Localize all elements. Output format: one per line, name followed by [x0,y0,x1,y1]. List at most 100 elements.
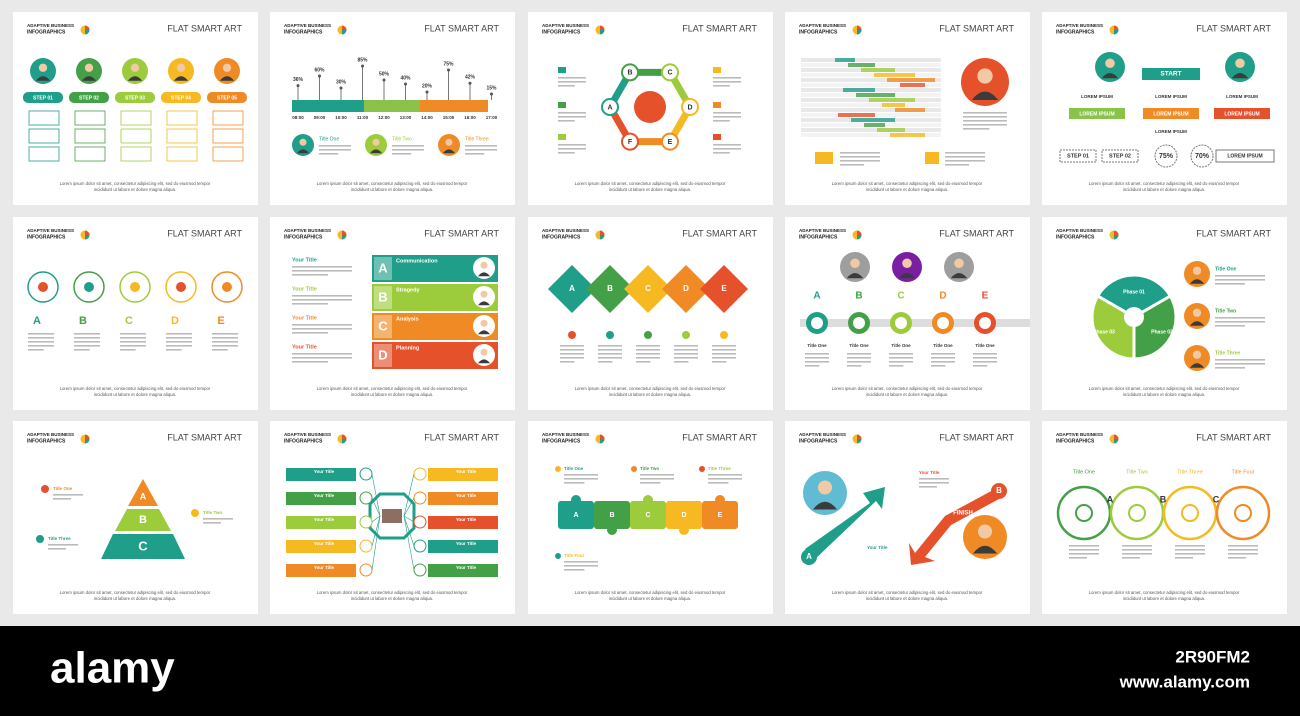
avatar-body [1101,73,1119,79]
letter: A [33,315,41,327]
step-label: STEP 03 [125,95,145,101]
your-title: Your Title [292,315,317,321]
brand-logo-part [342,30,347,35]
footer-text: Lorem ipsum dolor sit amet, consectetur … [575,590,726,595]
text-line [636,349,660,351]
slide-card [528,217,773,410]
title-label: Title Two [640,466,659,471]
title-icon [191,509,199,517]
gantt-bar [887,78,935,82]
your-title: Your Title [456,565,477,570]
text-line [1228,549,1258,551]
brand-line: ADAPTIVE BUSINESS [284,432,331,437]
text-line [847,365,862,367]
avatar-body [477,359,491,364]
text-line [48,548,66,550]
avatar-head [954,258,964,269]
text-line [1215,317,1265,319]
step-box [1059,149,1097,163]
brand-logo-part [342,230,347,235]
timeline-bar [292,100,364,112]
text-line [636,345,660,347]
brand-logo-part [857,235,862,240]
title-bar [286,516,356,529]
your-title: Your Title [292,257,317,263]
time-label: 16:00 [464,115,476,120]
text-line [392,145,424,147]
icon [713,134,721,140]
title-label: Title Three [1177,469,1203,475]
footer-text: Lorem ipsum dolor sit amet, consectetur … [832,181,983,186]
letter: A [140,491,147,501]
avatar-head [977,68,993,84]
step-label: STEP 04 [171,95,191,101]
brand-line: INFOGRAPHICS [542,438,581,444]
step-label: STEP 02 [79,95,99,101]
ring [1215,485,1271,541]
brand-line: INFOGRAPHICS [1056,234,1095,240]
avatar-body [1189,363,1205,368]
your-title: Your Title [314,493,335,498]
title-label: Title Two [392,136,412,142]
footer-text: incididunt ut labore et dolore magna ali… [866,187,948,192]
diamond [586,265,634,313]
title-icon [41,485,49,493]
hex-center [634,91,666,123]
gantt-row [801,73,941,77]
text-line [292,270,352,272]
letter-box [374,257,392,280]
text-line [558,148,586,150]
text-line [1175,545,1205,547]
icon [682,331,690,339]
diamond [624,265,672,313]
wallet-icon [382,509,402,523]
watermark-id: 2R90FM2 [1175,647,1250,666]
brand-line: ADAPTIVE BUSINESS [542,23,589,28]
text-line [640,474,674,476]
start-label: START [849,538,869,544]
title-bar [286,540,356,553]
stem-dot [296,84,300,88]
avatar-body [971,91,999,100]
footer-text: Lorem ipsum dolor sit amet, consectetur … [1089,386,1240,391]
avatar-head [1235,58,1245,69]
brand-line: INFOGRAPHICS [27,234,66,240]
text-line [1215,367,1245,369]
text-line [1175,553,1205,555]
text-line [713,152,730,154]
your-title: Your Title [314,469,335,474]
phase-sector [1090,293,1136,361]
brand-logo-part [600,25,605,30]
slide-title: FLAT SMART ART [939,432,1014,442]
lorem-box-label: LOREM IPSUM [1153,111,1188,117]
gantt-bar [861,68,895,72]
avatar-head [902,258,912,269]
footer-text: incididunt ut labore et dolore magna ali… [351,392,433,397]
step-box [74,146,106,162]
letter: A [378,260,388,275]
letter: F [628,139,633,146]
gantt-bar [851,118,895,122]
cycle-icon [38,282,48,292]
text-line [1215,283,1245,285]
gantt-bar [835,58,855,62]
pyramid-mid [115,509,171,531]
connector [403,515,415,523]
brand-logo-part [1114,235,1119,240]
avatar-body [898,273,916,279]
text-line [919,478,949,480]
brand-logo-part [600,439,605,444]
text-line [120,349,136,351]
time-label: 13:00 [400,115,412,120]
brand-logo-part [600,235,605,240]
brand-logo-part [342,235,347,240]
text-line [1228,545,1258,547]
footer-text: Lorem ipsum dolor sit amet, consectetur … [1089,181,1240,186]
text-line [53,494,83,496]
step-icon [811,317,823,329]
